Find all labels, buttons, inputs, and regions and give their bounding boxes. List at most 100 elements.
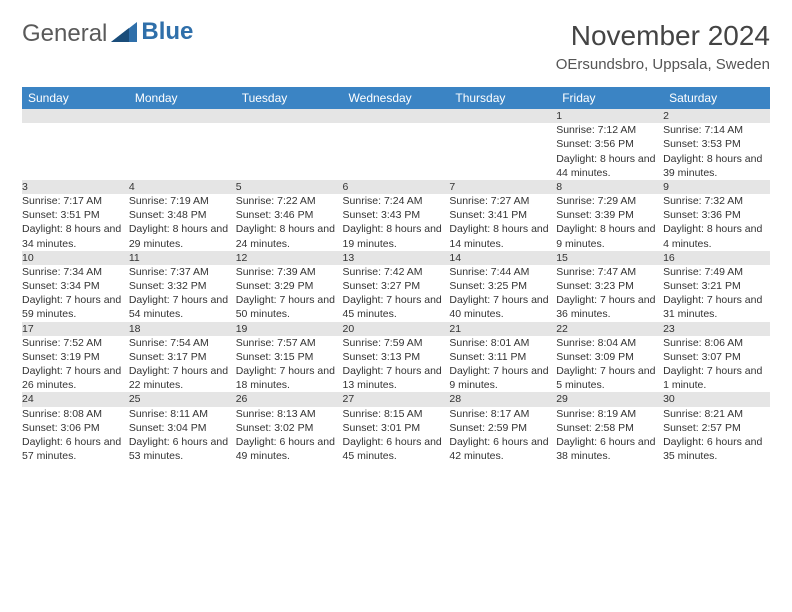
daylight-text: Daylight: 8 hours and 44 minutes. — [556, 152, 663, 180]
day-number-row: 12 — [22, 109, 770, 123]
day-number-cell: 18 — [129, 322, 236, 336]
day-number-cell: 3 — [22, 180, 129, 194]
day-number-row: 17181920212223 — [22, 322, 770, 336]
title-block: November 2024 OErsundsbro, Uppsala, Swed… — [556, 20, 770, 73]
sunset-text: Sunset: 3:07 PM — [663, 350, 770, 364]
day-number-cell — [129, 109, 236, 123]
day-detail-cell: Sunrise: 7:32 AMSunset: 3:36 PMDaylight:… — [663, 194, 770, 251]
sunset-text: Sunset: 3:32 PM — [129, 279, 236, 293]
day-number-cell: 22 — [556, 322, 663, 336]
sunset-text: Sunset: 3:48 PM — [129, 208, 236, 222]
day-detail-row: Sunrise: 7:34 AMSunset: 3:34 PMDaylight:… — [22, 265, 770, 322]
sunset-text: Sunset: 3:21 PM — [663, 279, 770, 293]
daylight-text: Daylight: 7 hours and 40 minutes. — [449, 293, 556, 321]
day-number-cell: 9 — [663, 180, 770, 194]
sunset-text: Sunset: 3:09 PM — [556, 350, 663, 364]
weekday-header: Saturday — [663, 87, 770, 109]
day-number-cell: 23 — [663, 322, 770, 336]
daylight-text: Daylight: 7 hours and 22 minutes. — [129, 364, 236, 392]
sunset-text: Sunset: 2:59 PM — [449, 421, 556, 435]
sunset-text: Sunset: 2:58 PM — [556, 421, 663, 435]
day-number-cell: 15 — [556, 251, 663, 265]
daylight-text: Daylight: 8 hours and 9 minutes. — [556, 222, 663, 250]
sunset-text: Sunset: 3:46 PM — [236, 208, 343, 222]
logo-triangle-icon — [111, 22, 137, 47]
sunset-text: Sunset: 3:23 PM — [556, 279, 663, 293]
day-detail-cell: Sunrise: 8:13 AMSunset: 3:02 PMDaylight:… — [236, 407, 343, 464]
sunrise-text: Sunrise: 7:39 AM — [236, 265, 343, 279]
day-detail-row: Sunrise: 8:08 AMSunset: 3:06 PMDaylight:… — [22, 407, 770, 464]
day-detail-cell: Sunrise: 7:44 AMSunset: 3:25 PMDaylight:… — [449, 265, 556, 322]
day-detail-cell: Sunrise: 7:29 AMSunset: 3:39 PMDaylight:… — [556, 194, 663, 251]
day-number-cell: 27 — [343, 392, 450, 406]
day-detail-cell: Sunrise: 7:34 AMSunset: 3:34 PMDaylight:… — [22, 265, 129, 322]
daylight-text: Daylight: 8 hours and 24 minutes. — [236, 222, 343, 250]
day-detail-row: Sunrise: 7:52 AMSunset: 3:19 PMDaylight:… — [22, 336, 770, 393]
day-number-cell: 7 — [449, 180, 556, 194]
day-number-cell: 4 — [129, 180, 236, 194]
sunset-text: Sunset: 3:39 PM — [556, 208, 663, 222]
day-detail-cell: Sunrise: 7:42 AMSunset: 3:27 PMDaylight:… — [343, 265, 450, 322]
header: General Blue November 2024 OErsundsbro, … — [22, 20, 770, 73]
sunrise-text: Sunrise: 7:29 AM — [556, 194, 663, 208]
calendar-table: Sunday Monday Tuesday Wednesday Thursday… — [22, 87, 770, 463]
sunset-text: Sunset: 3:56 PM — [556, 137, 663, 151]
daylight-text: Daylight: 6 hours and 57 minutes. — [22, 435, 129, 463]
day-number-cell: 17 — [22, 322, 129, 336]
sunrise-text: Sunrise: 7:49 AM — [663, 265, 770, 279]
daylight-text: Daylight: 7 hours and 50 minutes. — [236, 293, 343, 321]
sunset-text: Sunset: 3:02 PM — [236, 421, 343, 435]
sunrise-text: Sunrise: 7:47 AM — [556, 265, 663, 279]
sunset-text: Sunset: 3:15 PM — [236, 350, 343, 364]
weekday-header: Friday — [556, 87, 663, 109]
sunset-text: Sunset: 3:25 PM — [449, 279, 556, 293]
sunrise-text: Sunrise: 7:32 AM — [663, 194, 770, 208]
day-detail-cell: Sunrise: 8:06 AMSunset: 3:07 PMDaylight:… — [663, 336, 770, 393]
day-detail-cell: Sunrise: 7:52 AMSunset: 3:19 PMDaylight:… — [22, 336, 129, 393]
daylight-text: Daylight: 7 hours and 9 minutes. — [449, 364, 556, 392]
day-detail-cell: Sunrise: 8:15 AMSunset: 3:01 PMDaylight:… — [343, 407, 450, 464]
day-detail-cell: Sunrise: 7:17 AMSunset: 3:51 PMDaylight:… — [22, 194, 129, 251]
day-detail-cell: Sunrise: 7:22 AMSunset: 3:46 PMDaylight:… — [236, 194, 343, 251]
sunset-text: Sunset: 2:57 PM — [663, 421, 770, 435]
daylight-text: Daylight: 8 hours and 29 minutes. — [129, 222, 236, 250]
sunset-text: Sunset: 3:13 PM — [343, 350, 450, 364]
day-detail-row: Sunrise: 7:17 AMSunset: 3:51 PMDaylight:… — [22, 194, 770, 251]
sunset-text: Sunset: 3:51 PM — [22, 208, 129, 222]
day-detail-cell: Sunrise: 7:14 AMSunset: 3:53 PMDaylight:… — [663, 123, 770, 180]
day-detail-cell — [343, 123, 450, 180]
sunrise-text: Sunrise: 7:19 AM — [129, 194, 236, 208]
day-detail-cell: Sunrise: 8:08 AMSunset: 3:06 PMDaylight:… — [22, 407, 129, 464]
daylight-text: Daylight: 8 hours and 14 minutes. — [449, 222, 556, 250]
sunrise-text: Sunrise: 8:04 AM — [556, 336, 663, 350]
day-detail-cell: Sunrise: 7:49 AMSunset: 3:21 PMDaylight:… — [663, 265, 770, 322]
sunset-text: Sunset: 3:11 PM — [449, 350, 556, 364]
sunrise-text: Sunrise: 8:11 AM — [129, 407, 236, 421]
daylight-text: Daylight: 6 hours and 53 minutes. — [129, 435, 236, 463]
day-detail-cell: Sunrise: 7:47 AMSunset: 3:23 PMDaylight:… — [556, 265, 663, 322]
day-detail-cell — [22, 123, 129, 180]
sunrise-text: Sunrise: 7:37 AM — [129, 265, 236, 279]
sunrise-text: Sunrise: 7:24 AM — [343, 194, 450, 208]
day-detail-cell: Sunrise: 7:57 AMSunset: 3:15 PMDaylight:… — [236, 336, 343, 393]
day-number-cell: 19 — [236, 322, 343, 336]
sunrise-text: Sunrise: 7:52 AM — [22, 336, 129, 350]
day-number-row: 10111213141516 — [22, 251, 770, 265]
sunset-text: Sunset: 3:06 PM — [22, 421, 129, 435]
day-number-cell: 30 — [663, 392, 770, 406]
daylight-text: Daylight: 7 hours and 45 minutes. — [343, 293, 450, 321]
day-number-cell: 13 — [343, 251, 450, 265]
daylight-text: Daylight: 8 hours and 4 minutes. — [663, 222, 770, 250]
weekday-header: Sunday — [22, 87, 129, 109]
sunrise-text: Sunrise: 8:01 AM — [449, 336, 556, 350]
logo: General Blue — [22, 20, 193, 48]
day-detail-cell — [129, 123, 236, 180]
day-number-cell: 16 — [663, 251, 770, 265]
day-detail-cell: Sunrise: 7:54 AMSunset: 3:17 PMDaylight:… — [129, 336, 236, 393]
day-number-cell: 8 — [556, 180, 663, 194]
sunrise-text: Sunrise: 7:22 AM — [236, 194, 343, 208]
day-detail-cell: Sunrise: 8:01 AMSunset: 3:11 PMDaylight:… — [449, 336, 556, 393]
day-number-row: 3456789 — [22, 180, 770, 194]
weekday-header: Monday — [129, 87, 236, 109]
day-number-cell — [343, 109, 450, 123]
